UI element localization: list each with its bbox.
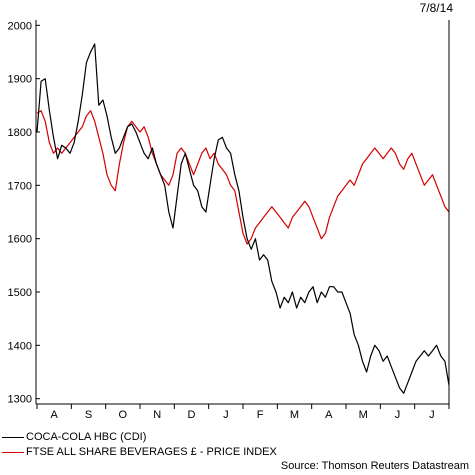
y-tick-label: 1500 bbox=[8, 287, 32, 299]
legend-label-coca-cola: COCA-COLA HBC (CDI) bbox=[26, 431, 147, 443]
series-lines bbox=[36, 43, 450, 394]
y-tick-label: 2000 bbox=[8, 20, 32, 32]
x-tick-label: O bbox=[119, 409, 128, 421]
legend-swatch-red bbox=[2, 451, 24, 453]
source-note: Source: Thomson Reuters Datastream bbox=[280, 460, 469, 472]
x-tick-label: N bbox=[153, 409, 161, 421]
legend-item-ftse-beverages: FTSE ALL SHARE BEVERAGES £ - PRICE INDEX bbox=[2, 446, 277, 458]
y-tick-label: 1300 bbox=[8, 394, 32, 406]
y-tick-label: 1400 bbox=[8, 340, 32, 352]
legend-item-coca-cola: COCA-COLA HBC (CDI) bbox=[2, 431, 146, 443]
series-line-ftse-beverages bbox=[36, 110, 450, 245]
y-tick-label: 1800 bbox=[8, 127, 32, 139]
x-tick-label: J bbox=[395, 409, 401, 421]
series-line-coca-cola bbox=[36, 43, 450, 394]
x-tick-label: J bbox=[223, 409, 229, 421]
x-tick-label: A bbox=[50, 409, 58, 421]
y-tick-label: 1600 bbox=[8, 234, 32, 246]
y-tick-label: 1900 bbox=[8, 74, 32, 86]
x-tick-label: S bbox=[85, 409, 92, 421]
x-tick-label: A bbox=[325, 409, 333, 421]
legend-label-ftse-beverages: FTSE ALL SHARE BEVERAGES £ - PRICE INDEX bbox=[26, 446, 277, 458]
legend-swatch-black bbox=[2, 436, 24, 438]
y-axis: 1300 1400 1500 1600 1700 1800 1900 2000 bbox=[8, 20, 40, 406]
y-tick-label: 1700 bbox=[8, 180, 32, 192]
chart-date: 7/8/14 bbox=[419, 1, 453, 15]
x-tick-label: M bbox=[290, 409, 299, 421]
x-tick-label: J bbox=[429, 409, 435, 421]
x-tick-label: M bbox=[359, 409, 368, 421]
x-tick-label: D bbox=[188, 409, 196, 421]
x-tick-label: F bbox=[257, 409, 264, 421]
